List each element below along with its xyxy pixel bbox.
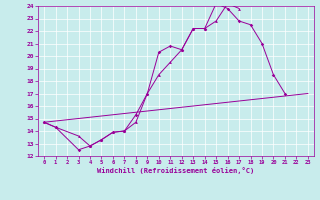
X-axis label: Windchill (Refroidissement éolien,°C): Windchill (Refroidissement éolien,°C) [97,167,255,174]
